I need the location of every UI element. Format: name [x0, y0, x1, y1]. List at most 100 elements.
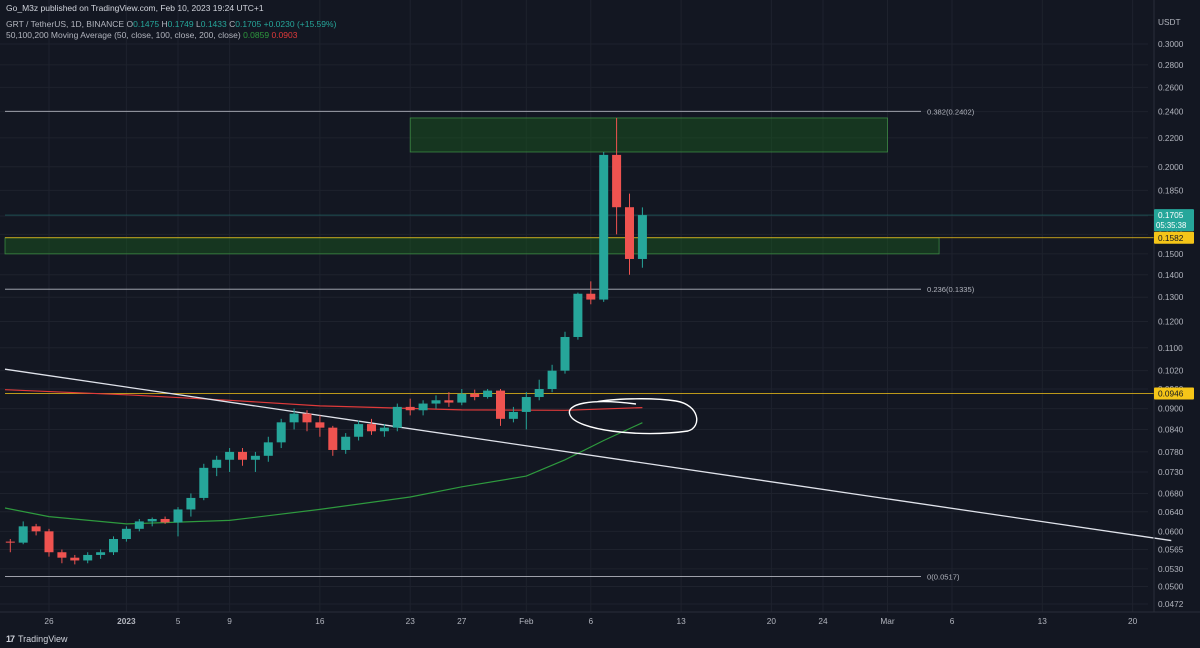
y-tick-label: 0.1500 [1158, 249, 1184, 259]
candle-body [147, 518, 157, 522]
low-value: 0.1433 [200, 19, 227, 29]
level-price-text: 0.0946 [1158, 388, 1184, 398]
y-tick-label: 0.2600 [1158, 82, 1184, 92]
descending-trendline [4, 368, 1172, 542]
candle-body [341, 436, 351, 450]
ma50-line [4, 422, 643, 525]
x-tick-label: 24 [818, 616, 828, 626]
close-label: C [229, 19, 236, 29]
y-tick-label: 0.0472 [1158, 599, 1184, 609]
candle-body [483, 390, 493, 398]
level-price-tag [1154, 387, 1194, 400]
y-tick-label: 0.0730 [1158, 467, 1184, 477]
y-tick-label: 0.0780 [1158, 447, 1184, 457]
x-tick-label: 6 [950, 616, 955, 626]
x-tick-label: 20 [767, 616, 777, 626]
y-tick-label: 0.2200 [1158, 133, 1184, 143]
candle-body [96, 552, 106, 555]
y-tick-label: 0.1300 [1158, 292, 1184, 302]
candle-body [109, 539, 118, 553]
candle-body [289, 413, 299, 423]
open-label: O [126, 19, 134, 29]
candle-body [212, 459, 222, 468]
tradingview-logo-text: TradingView [18, 634, 68, 644]
candle-body [612, 154, 622, 208]
x-tick-label: 13 [1038, 616, 1048, 626]
tradingview-logo[interactable]: 17 TradingView [6, 634, 68, 644]
candle-body [405, 406, 415, 411]
fib-level-label: 0(0.0517) [927, 572, 960, 581]
y-tick-label: 0.3000 [1158, 39, 1184, 49]
candle-body [625, 207, 634, 259]
x-tick-label: Feb [519, 616, 534, 626]
ma-label: 50,100,200 Moving Average (50, close, 10… [6, 30, 241, 40]
price-axis: 0.3000 0.2800 0.2600 0.2400 0.2200 0.2000 0.18… [1153, 0, 1194, 612]
ma200-value: 0.0903 [271, 30, 298, 40]
candle-body [599, 154, 609, 300]
moving-average-lines [4, 389, 643, 525]
trendline-layer [4, 368, 1172, 542]
candle-body [508, 411, 518, 419]
level-price-text: 0.1582 [1158, 233, 1184, 243]
candle-body [379, 427, 389, 432]
candle-body [57, 552, 67, 558]
candle-body [5, 541, 15, 543]
x-tick-label: 9 [227, 616, 232, 626]
y-tick-label: 0.0840 [1158, 424, 1184, 434]
y-tick-label: 0.0500 [1158, 582, 1184, 592]
level-price-tag [1154, 231, 1194, 244]
candle-body [302, 413, 312, 423]
candle-body [637, 215, 647, 259]
candle-body [250, 455, 260, 460]
moving-average-legend: 50,100,200 Moving Average (50, close, 10… [6, 30, 297, 40]
time-axis: 26 2023 5 9 16 23 27 Feb 6 13 20 24 Mar 6 13 20 [0, 611, 1200, 626]
candle-body [18, 526, 28, 543]
candle-body [315, 422, 325, 428]
fib-level-label: 0.382(0.2402) [927, 107, 975, 116]
hand-drawn-circle [568, 398, 698, 435]
x-tick-label: 23 [406, 616, 416, 626]
candle-body [121, 528, 131, 540]
y-tick-label: 0.0680 [1158, 488, 1184, 498]
x-tick-label: 16 [315, 616, 325, 626]
candle-body [276, 422, 286, 443]
candle-body [457, 393, 467, 403]
candle-body [354, 424, 364, 437]
x-tick-label: 2023 [117, 616, 136, 626]
candle-body [83, 554, 93, 561]
candle-body [70, 557, 80, 561]
upper-zone [409, 117, 888, 153]
chart-zones [4, 117, 940, 255]
candle-body [173, 509, 183, 523]
y-tick-label: 0.2400 [1158, 107, 1184, 117]
symbol-name: GRT / TetherUS, 1D, BINANCE [6, 19, 125, 29]
y-tick-label: 0.0530 [1158, 564, 1184, 574]
candle-body [44, 531, 54, 553]
candle-body [496, 390, 505, 419]
y-tick-label: 0.0600 [1158, 526, 1184, 536]
y-axis-unit: USDT [1158, 17, 1181, 27]
published-by-text: Go_M3z published on TradingView.com, Feb… [6, 3, 264, 13]
y-tick-label: 0.0900 [1158, 404, 1184, 414]
candle-body [470, 393, 480, 398]
last-price-value: 0.1705 [1158, 210, 1184, 220]
y-tick-label: 0.2800 [1158, 60, 1184, 70]
x-tick-label: 5 [176, 616, 181, 626]
y-tick-label: 0.1200 [1158, 316, 1184, 326]
high-value: 0.1749 [167, 19, 194, 29]
low-label: L [196, 19, 201, 29]
candle-body [134, 521, 144, 529]
candle-body [186, 497, 196, 510]
candle-body [560, 336, 570, 371]
candle-body [238, 451, 247, 460]
candle-body [547, 370, 557, 390]
candle-body [534, 389, 544, 398]
open-value: 0.1475 [133, 19, 160, 29]
candle-body [367, 424, 376, 432]
candle-body [521, 397, 531, 412]
candle-body [586, 293, 596, 300]
high-label: H [161, 19, 168, 29]
candle-body [573, 293, 583, 337]
candle-body [418, 403, 428, 411]
